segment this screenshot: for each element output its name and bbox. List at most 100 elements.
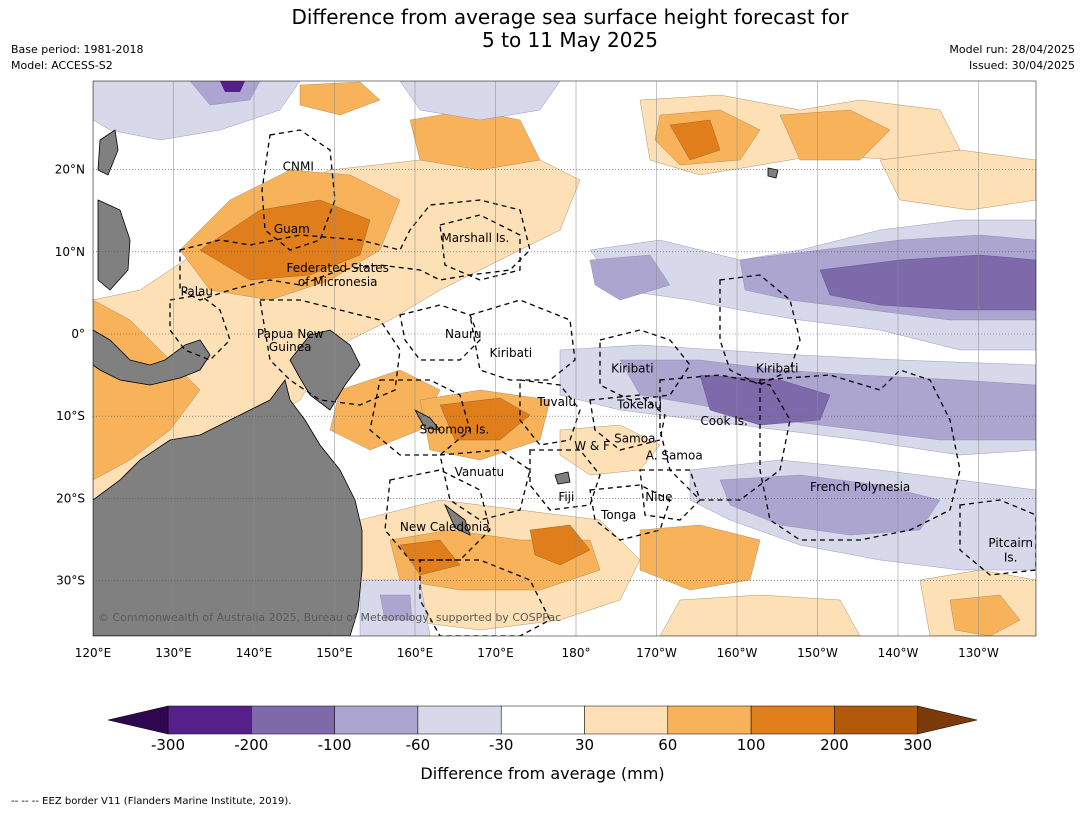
lon-tick-label: 120°E xyxy=(75,646,112,660)
lon-tick-label: 130°W xyxy=(958,646,999,660)
eez-kiribati-central xyxy=(599,329,691,401)
eez-pitcairn xyxy=(959,499,1036,576)
place-label: Kiribati xyxy=(611,362,653,376)
new-guinea-landmass xyxy=(289,329,361,411)
eez-micronesia xyxy=(179,199,531,301)
colorbar-under-arrow xyxy=(107,705,169,735)
lon-tick-label: 130°E xyxy=(155,646,192,660)
map-title: Difference from average sea surface heig… xyxy=(0,6,1085,52)
lon-tick-label: 170°W xyxy=(636,646,677,660)
place-label: Nauru xyxy=(445,327,481,341)
place-label: Tokelau xyxy=(616,398,662,412)
place-label: A. Samoa xyxy=(646,449,703,463)
colorbar-tick-label: -300 xyxy=(151,736,185,754)
place-label: Niue xyxy=(645,490,672,504)
map-frame xyxy=(92,80,1037,637)
eez-fiji xyxy=(529,449,601,511)
place-label: Is. xyxy=(1004,551,1018,565)
eez-tuvalu xyxy=(519,379,581,446)
colorbar-tick-label: 30 xyxy=(575,736,594,754)
place-label: Federated States xyxy=(286,261,388,275)
graticule xyxy=(93,81,1036,636)
lat-tick-label: 20°N xyxy=(55,163,85,177)
eez-marshall-islands xyxy=(439,214,521,281)
hawaii-island xyxy=(767,167,779,179)
copyright-notice: © Commonwealth of Australia 2025, Bureau… xyxy=(98,611,561,624)
eez-new-caledonia xyxy=(384,469,491,561)
lat-tick-label: 10°N xyxy=(55,245,85,259)
model-name: Model: ACCESS-S2 xyxy=(11,59,113,72)
colorbar-tick-label: 100 xyxy=(737,736,766,754)
place-label: Tuvalu xyxy=(536,395,576,409)
eez-tokelau xyxy=(589,394,666,451)
place-label: Guam xyxy=(274,222,310,236)
australia-landmass xyxy=(93,379,363,636)
indonesia-islands xyxy=(93,329,211,386)
lat-tick-label: 10°S xyxy=(56,409,85,423)
place-label: Marshall Is. xyxy=(441,231,509,245)
place-label: of Micronesia xyxy=(298,275,378,289)
eez-solomon-islands xyxy=(369,379,471,456)
lon-tick-label: 170°E xyxy=(477,646,514,660)
place-label: Cook Is. xyxy=(700,414,747,428)
place-label: Palau xyxy=(181,284,213,298)
colorbar-tick-label: 300 xyxy=(903,736,932,754)
place-label: Kiribati xyxy=(490,346,532,360)
new-caledonia-island xyxy=(444,503,471,536)
landmasses xyxy=(93,129,779,636)
eez-french-polynesia xyxy=(759,369,961,541)
colorbar-segment xyxy=(251,705,335,735)
colorbar-segment xyxy=(167,705,252,735)
lon-tick-label: 150°W xyxy=(797,646,838,660)
place-label: French Polynesia xyxy=(810,480,910,494)
place-label: Fiji xyxy=(558,490,574,504)
place-label: Tonga xyxy=(600,508,636,522)
fiji-islands xyxy=(554,471,571,485)
eez-nauru xyxy=(399,304,481,361)
lon-tick-label: 160°E xyxy=(397,646,434,660)
place-label: W & F xyxy=(574,439,610,453)
colorbar-segment xyxy=(750,705,835,735)
place-label: CNMI xyxy=(283,159,314,173)
model-run: Model run: 28/04/2025 xyxy=(949,43,1075,56)
axis-ticks: 120°E 130°E 140°E 150°E 160°E 170°E 180° 170°W 1… xyxy=(55,163,999,660)
colorbar-segment xyxy=(334,705,419,735)
base-period: Base period: 1981-2018 xyxy=(11,43,144,56)
colorbar-segment xyxy=(584,705,669,735)
place-label: Papua New xyxy=(257,327,324,341)
colorbar-tick-label: -200 xyxy=(234,736,268,754)
colorbar-segment xyxy=(667,705,752,735)
lat-tick-label: 0° xyxy=(71,327,85,341)
title-line-2: 5 to 11 May 2025 xyxy=(482,28,658,52)
colorbar: -300 -200 -100 -60 -30 30 60 100 200 300 xyxy=(107,705,978,754)
colorbar-tick-label: 200 xyxy=(820,736,849,754)
solomon-islands xyxy=(413,409,441,431)
issued-date: Issued: 30/04/2025 xyxy=(968,59,1075,72)
positive-anomaly-field xyxy=(93,81,1036,636)
philippines-landmass xyxy=(97,199,131,291)
place-label: Pitcairn xyxy=(988,536,1033,550)
place-label: Solomon Is. xyxy=(420,422,490,436)
colorbar-segment xyxy=(834,705,918,735)
lon-tick-label: 150°E xyxy=(316,646,353,660)
colorbar-tick-label: -30 xyxy=(489,736,514,754)
eez-kiribati-west xyxy=(469,299,576,381)
colorbar-segment xyxy=(500,705,585,735)
meta-left: Base period: 1981-2018 Model: ACCESS-S2 xyxy=(11,42,143,74)
eez-cook-islands xyxy=(659,374,791,501)
lon-tick-label: 140°E xyxy=(236,646,273,660)
place-label: Samoa xyxy=(614,431,655,445)
colorbar-tick-label: 60 xyxy=(658,736,677,754)
lat-tick-label: 20°S xyxy=(56,491,85,505)
lon-tick-label: 140°W xyxy=(878,646,919,660)
meta-right: Model run: 28/04/2025 Issued: 30/04/2025 xyxy=(949,42,1075,74)
colorbar-tick-label: -100 xyxy=(318,736,352,754)
eez-footnote: -- -- -- EEZ border V11 (Flanders Marine… xyxy=(11,796,292,807)
lon-tick-label: 160°W xyxy=(717,646,758,660)
place-label: Vanuatu xyxy=(455,465,505,479)
title-line-1: Difference from average sea surface heig… xyxy=(291,5,849,29)
eez-papua-new-guinea xyxy=(259,299,401,406)
lat-tick-label: 30°S xyxy=(56,574,85,588)
